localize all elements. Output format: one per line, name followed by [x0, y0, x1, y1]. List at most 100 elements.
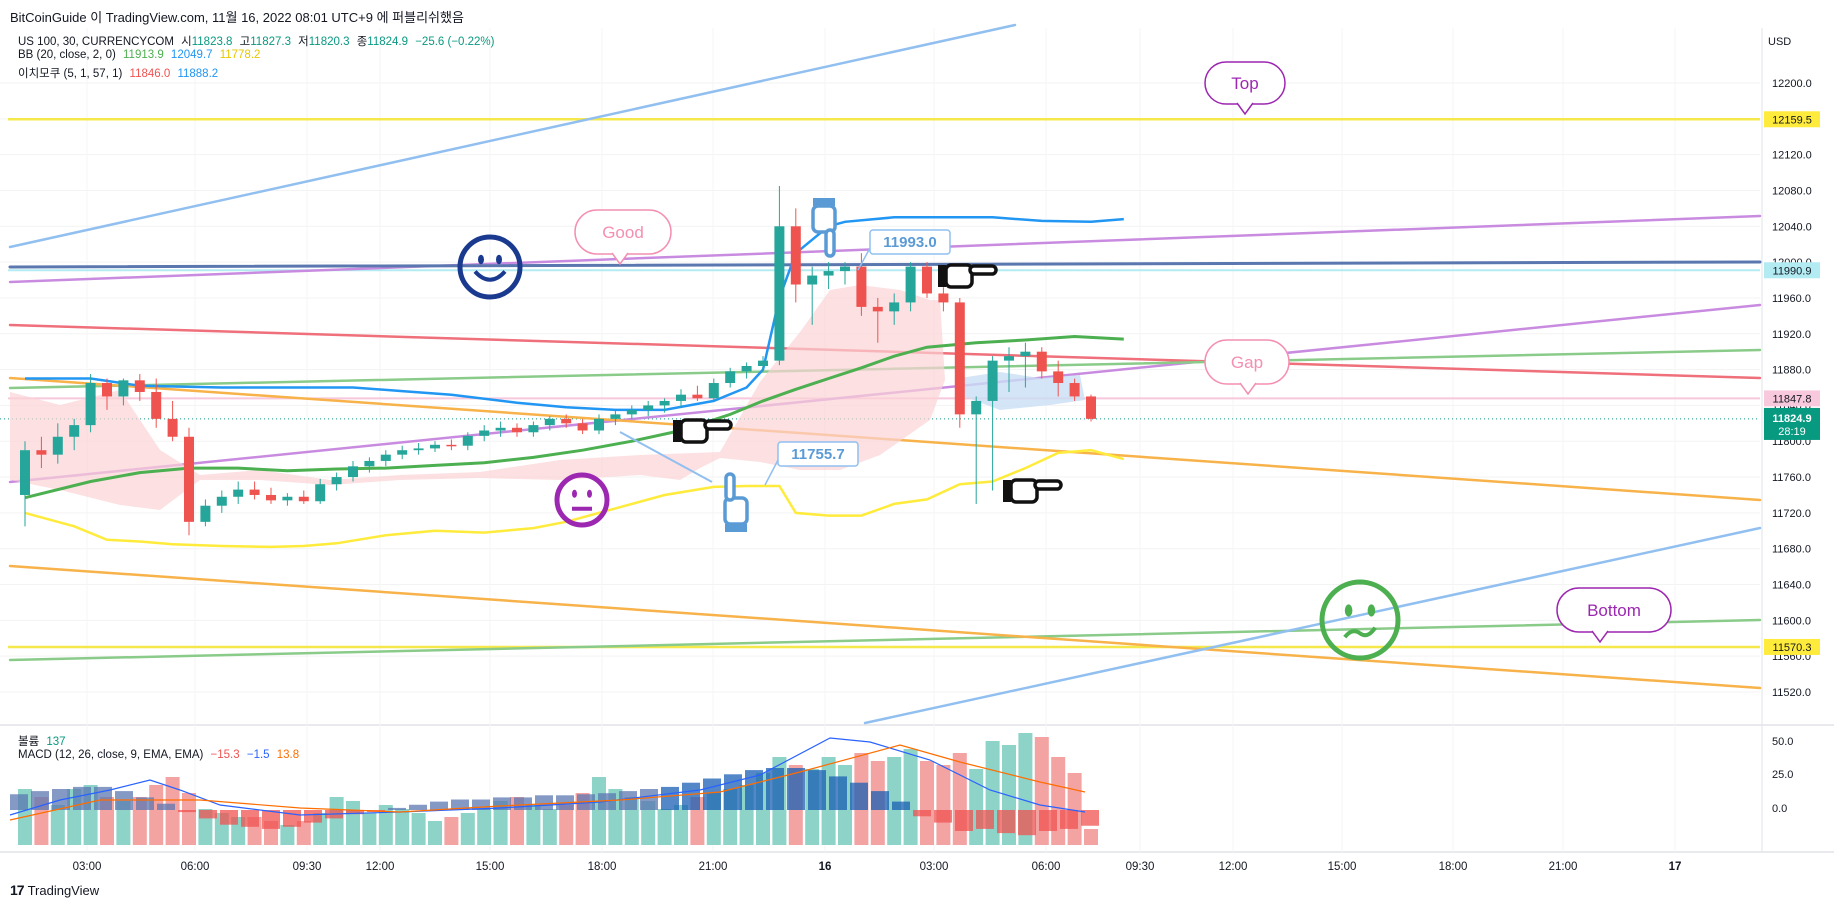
candles [20, 185, 1096, 536]
callout-gap-label: Gap [1231, 353, 1263, 372]
candle-body [823, 271, 834, 276]
candle-body [594, 418, 604, 431]
candle-body [889, 302, 900, 312]
legend-macd-signal: 13.8 [276, 749, 300, 761]
callout-good-label: Good [602, 223, 644, 242]
legend-bb-upper: 12049.7 [170, 49, 213, 61]
legend-macd-line: −1.5 [246, 749, 270, 761]
candle-body [659, 400, 670, 406]
legend-bb-basis: 11913.9 [123, 49, 164, 61]
callout-gap: Gap [1204, 339, 1290, 396]
pointing-hand-icon-palm [679, 418, 709, 444]
candle-body [282, 496, 293, 501]
macd-histogram-bar [934, 810, 952, 823]
high-price-tag-box [869, 229, 951, 255]
smiley-happy-icon-right-eye [496, 254, 502, 265]
legend-bb-lower: 11778.2 [219, 49, 261, 61]
price-tick-label: 11960.0 [1772, 293, 1811, 305]
price-tick-label: 11640.0 [1772, 580, 1811, 592]
volume-bar [526, 805, 541, 845]
legend-ichimoku-row[interactable]: 이치모쿠 (5, 1, 57, 1) 11846.0 11888.2 [18, 65, 222, 81]
time-tick-label: 12:00 [366, 861, 395, 873]
candle-body [774, 226, 785, 361]
candle-body [36, 450, 47, 455]
candle-body [905, 266, 916, 303]
time-tick-label: 12:00 [1219, 861, 1248, 873]
candle-body [495, 427, 506, 431]
macd-histogram-bar [619, 791, 637, 810]
callout-good-tail [611, 252, 629, 266]
legend-macd-row[interactable]: MACD (12, 26, close, 9, EMA, EMA) −15.3 … [18, 749, 303, 761]
candle-body [413, 448, 424, 451]
price-tick-label: 12200.0 [1772, 78, 1812, 90]
pointing-hand-icon-cuff [813, 198, 835, 206]
candle-body [134, 380, 145, 392]
cloud-bear [10, 285, 945, 510]
trendline [863, 526, 1762, 725]
legend-ichimoku-b: 11888.2 [177, 68, 219, 80]
legend-ichimoku-a: 11846.0 [129, 68, 171, 80]
macd-histogram-bar [283, 810, 301, 827]
macd-histogram-bar [451, 799, 469, 810]
pointing-hand-icon-cuff [1003, 480, 1011, 502]
candle-body [840, 266, 850, 272]
macd-histogram-bar [913, 810, 931, 817]
macd-signal-line [9, 744, 1086, 821]
volume-bar [477, 809, 492, 845]
pointing-hand-icon [1003, 478, 1063, 504]
legend-low-label: 저 [298, 36, 309, 48]
pointing-hand-icon-finger [824, 228, 836, 258]
smiley-confused-icon [1319, 579, 1401, 661]
last-price-label: 11824.9 [1772, 413, 1811, 425]
footer[interactable]: 17 TradingView [10, 882, 99, 898]
legend-ichimoku-label: 이치모쿠 (5, 1, 57, 1) [18, 68, 123, 80]
candle-body [249, 489, 260, 495]
pointing-hand-icon-finger [968, 264, 998, 276]
candle-body [676, 394, 686, 401]
macd-histogram-bar [199, 810, 217, 819]
callouts: Top Good Gap Bottom 11993.0 11755.7 [574, 61, 1672, 644]
volume-bar [460, 813, 475, 845]
pointing-hand-icon-finger [1033, 479, 1063, 491]
macd-histogram-bar [997, 810, 1015, 834]
macd-histogram-bar [1018, 810, 1036, 836]
time-tick-label: 03:00 [73, 861, 102, 873]
trendline [8, 564, 1762, 690]
pointing-hand-icon-palm [1009, 478, 1039, 504]
candle-body [561, 418, 572, 424]
candle-body [184, 436, 194, 522]
candle-body [216, 496, 227, 506]
tradingview-logo-icon: 17 [10, 882, 25, 898]
time-tick-label: 15:00 [476, 861, 505, 873]
currency-label: USD [1768, 36, 1791, 48]
candle-body [725, 371, 736, 384]
volume-bar [411, 813, 426, 845]
volume-bar [592, 777, 606, 845]
macd-histogram-bar [682, 782, 700, 810]
legend-high-label: 고 [239, 36, 251, 48]
price-tag-box [1764, 111, 1820, 128]
callout-top-label: Top [1231, 74, 1258, 93]
legend-bb-row[interactable]: BB (20, close, 2, 0) 11913.9 12049.7 117… [18, 49, 264, 61]
pointing-hand-icon-palm [944, 263, 974, 289]
candle-body [790, 226, 801, 285]
candle-body [446, 444, 457, 447]
macd-histogram-bar [514, 797, 532, 810]
candle-body [1086, 396, 1096, 419]
candle-body [380, 454, 391, 461]
price-tick-label: 11720.0 [1772, 508, 1811, 520]
projection-arrow [619, 431, 713, 483]
price-tag-label: 11990.9 [1773, 265, 1812, 277]
time-tick-label: 17 [1669, 861, 1682, 873]
candle-body [626, 409, 637, 415]
high-price-tag: 11993.0 [857, 229, 951, 271]
smiley-neutral-icon [554, 472, 610, 528]
pointing-hand-icon-cuff [673, 420, 681, 442]
price-tag-box [1764, 390, 1820, 407]
volume-bar [362, 813, 377, 845]
legend-volume-row[interactable]: 볼륨 137 [18, 733, 70, 749]
volume-bar [165, 777, 180, 845]
callout-bottom-bubble [1556, 587, 1672, 633]
callout-bottom-label: Bottom [1587, 601, 1641, 620]
